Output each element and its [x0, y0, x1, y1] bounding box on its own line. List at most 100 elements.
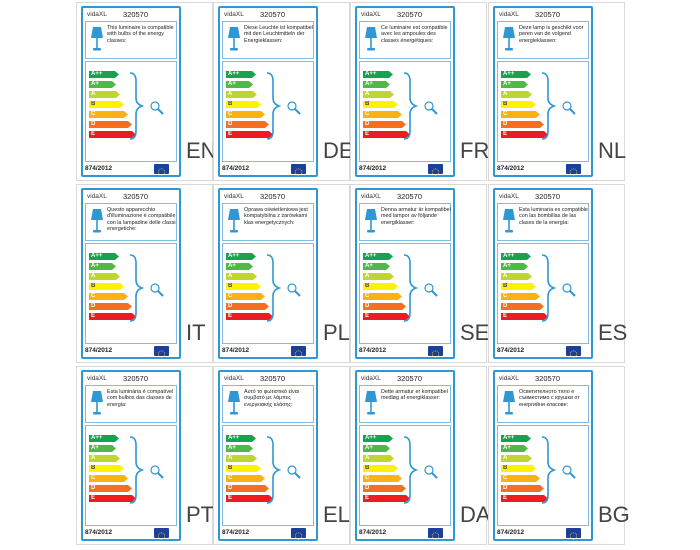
language-code: BG [598, 502, 630, 527]
energy-label: vidaXL 320570 Denna armatur är kompatibel … [355, 188, 455, 359]
energy-class-bar-c: C [363, 293, 402, 300]
language-code: SE [460, 320, 490, 345]
energy-class-bar-e: E [501, 131, 548, 138]
eu-flag-icon [566, 528, 581, 540]
light-bulb-icon [287, 101, 301, 115]
energy-class-scale: A++ A+ A B C D E [497, 61, 589, 162]
table-lamp-icon [503, 27, 515, 51]
energy-class-bar-ap: A+ [226, 263, 253, 270]
energy-class-bar-d: D [363, 303, 406, 310]
regulation-number: 874/2012 [497, 165, 525, 172]
energy-class-bar-c: C [501, 293, 540, 300]
eu-stars-icon [294, 350, 303, 358]
light-bulb-icon [424, 101, 438, 115]
eu-flag-icon [291, 346, 306, 358]
eu-stars-icon [294, 532, 303, 540]
energy-class-bar-c: C [89, 293, 128, 300]
brand-name: vidaXL [499, 11, 519, 18]
eu-flag-icon [154, 346, 169, 358]
energy-class-bar-b: B [363, 465, 398, 472]
light-bulb-icon [562, 283, 576, 297]
energy-class-bar-d: D [226, 485, 269, 492]
compatibility-box: Diese Leuchte ist kompatibel mit den Leu… [222, 21, 314, 59]
energy-class-bar-d: D [501, 121, 544, 128]
language-code: EL [323, 502, 350, 527]
brand-name: vidaXL [499, 193, 519, 200]
energy-class-bar-d: D [363, 485, 406, 492]
energy-class-bar-app: A++ [501, 253, 531, 260]
class-range-brace-icon [129, 72, 164, 140]
energy-label: vidaXL 320570 Deze lamp is geschikt voor p… [493, 6, 593, 177]
compatibility-text: Αυτό το φωτιστικό είναι συμβατό με λάμπε… [244, 389, 300, 408]
language-code: EN [186, 138, 217, 163]
class-range-brace-icon [129, 254, 164, 322]
energy-class-bar-c: C [89, 475, 128, 482]
energy-class-bar-d: D [226, 121, 269, 128]
class-range-brace-icon [266, 72, 301, 140]
model-number: 320570 [123, 374, 149, 383]
compatibility-text: Ce luminaire est compatible avec les amp… [381, 25, 448, 44]
energy-class-bar-e: E [89, 131, 136, 138]
energy-class-bar-ap: A+ [363, 445, 390, 452]
energy-class-bar-app: A++ [226, 253, 256, 260]
regulation-number: 874/2012 [85, 347, 113, 354]
eu-stars-icon [569, 168, 578, 176]
energy-class-bar-d: D [501, 303, 544, 310]
light-bulb-icon [424, 465, 438, 479]
energy-class-bar-a: A [89, 273, 120, 280]
energy-class-bar-b: B [89, 283, 124, 290]
energy-class-bar-ap: A+ [226, 81, 253, 88]
energy-label: vidaXL 320570 Questo apparecchio d'illumin… [81, 188, 181, 359]
energy-class-scale: A++ A+ A B C D E [497, 243, 589, 344]
eu-flag-icon [428, 528, 443, 540]
table-lamp-icon [91, 391, 103, 415]
compatibility-box: Αυτό το φωτιστικό είναι συμβατό με λάμπε… [222, 385, 314, 423]
label-cell-bg: vidaXL 320570 Осветителното тяло е съвмест… [488, 366, 630, 545]
eu-flag-icon [291, 164, 306, 176]
label-cell-fr: vidaXL 320570 Ce luminaire est compatible … [350, 2, 489, 181]
light-bulb-icon [150, 465, 164, 479]
label-cell-se: vidaXL 320570 Denna armatur är kompatibel … [350, 184, 490, 363]
brand-name: vidaXL [224, 375, 244, 382]
regulation-number: 874/2012 [497, 529, 525, 536]
energy-class-bar-c: C [226, 293, 265, 300]
energy-class-bar-app: A++ [501, 71, 531, 78]
energy-label: vidaXL 320570 Oprawa oświetleniowa jest ko… [218, 188, 318, 359]
energy-class-bar-e: E [89, 495, 136, 502]
brand-name: vidaXL [361, 193, 381, 200]
class-range-brace-icon [403, 72, 438, 140]
table-lamp-icon [365, 209, 377, 233]
energy-class-bar-a: A [501, 273, 532, 280]
class-range-brace-icon [541, 254, 576, 322]
energy-class-bar-e: E [89, 313, 136, 320]
compatibility-box: Deze lamp is geschikt voor peren van de … [497, 21, 589, 59]
energy-class-bar-a: A [501, 455, 532, 462]
class-range-brace-icon [266, 254, 301, 322]
compatibility-box: Dette armatur er kompatibel medløg af en… [359, 385, 451, 423]
brand-name: vidaXL [87, 375, 107, 382]
language-code: IT [186, 320, 206, 345]
energy-label: vidaXL 320570 Esta luminária é compatível … [81, 370, 181, 541]
energy-class-scale: A++ A+ A B C D E [85, 61, 177, 162]
energy-class-bar-b: B [226, 283, 261, 290]
table-lamp-icon [228, 209, 240, 233]
energy-class-bar-b: B [89, 465, 124, 472]
energy-class-bar-d: D [501, 485, 544, 492]
regulation-number: 874/2012 [359, 165, 387, 172]
energy-class-bar-b: B [226, 101, 261, 108]
table-lamp-icon [91, 209, 103, 233]
energy-class-bar-c: C [226, 475, 265, 482]
compatibility-box: This luminaire is compatible with bulbs … [85, 21, 177, 59]
energy-class-bar-app: A++ [89, 435, 119, 442]
energy-class-bar-d: D [226, 303, 269, 310]
energy-class-bar-a: A [363, 455, 394, 462]
table-lamp-icon [91, 27, 103, 51]
compatibility-text: Esta luminaria es compatible con las bom… [519, 207, 588, 226]
language-code: ES [598, 320, 628, 345]
compatibility-text: Denna armatur är kompatibel med lampor a… [381, 207, 451, 226]
light-bulb-icon [562, 465, 576, 479]
label-cell-el: vidaXL 320570 Αυτό το φωτιστικό είναι συμβ… [213, 366, 350, 545]
model-number: 320570 [260, 374, 286, 383]
model-number: 320570 [535, 374, 561, 383]
energy-class-scale: A++ A+ A B C D E [497, 425, 589, 526]
